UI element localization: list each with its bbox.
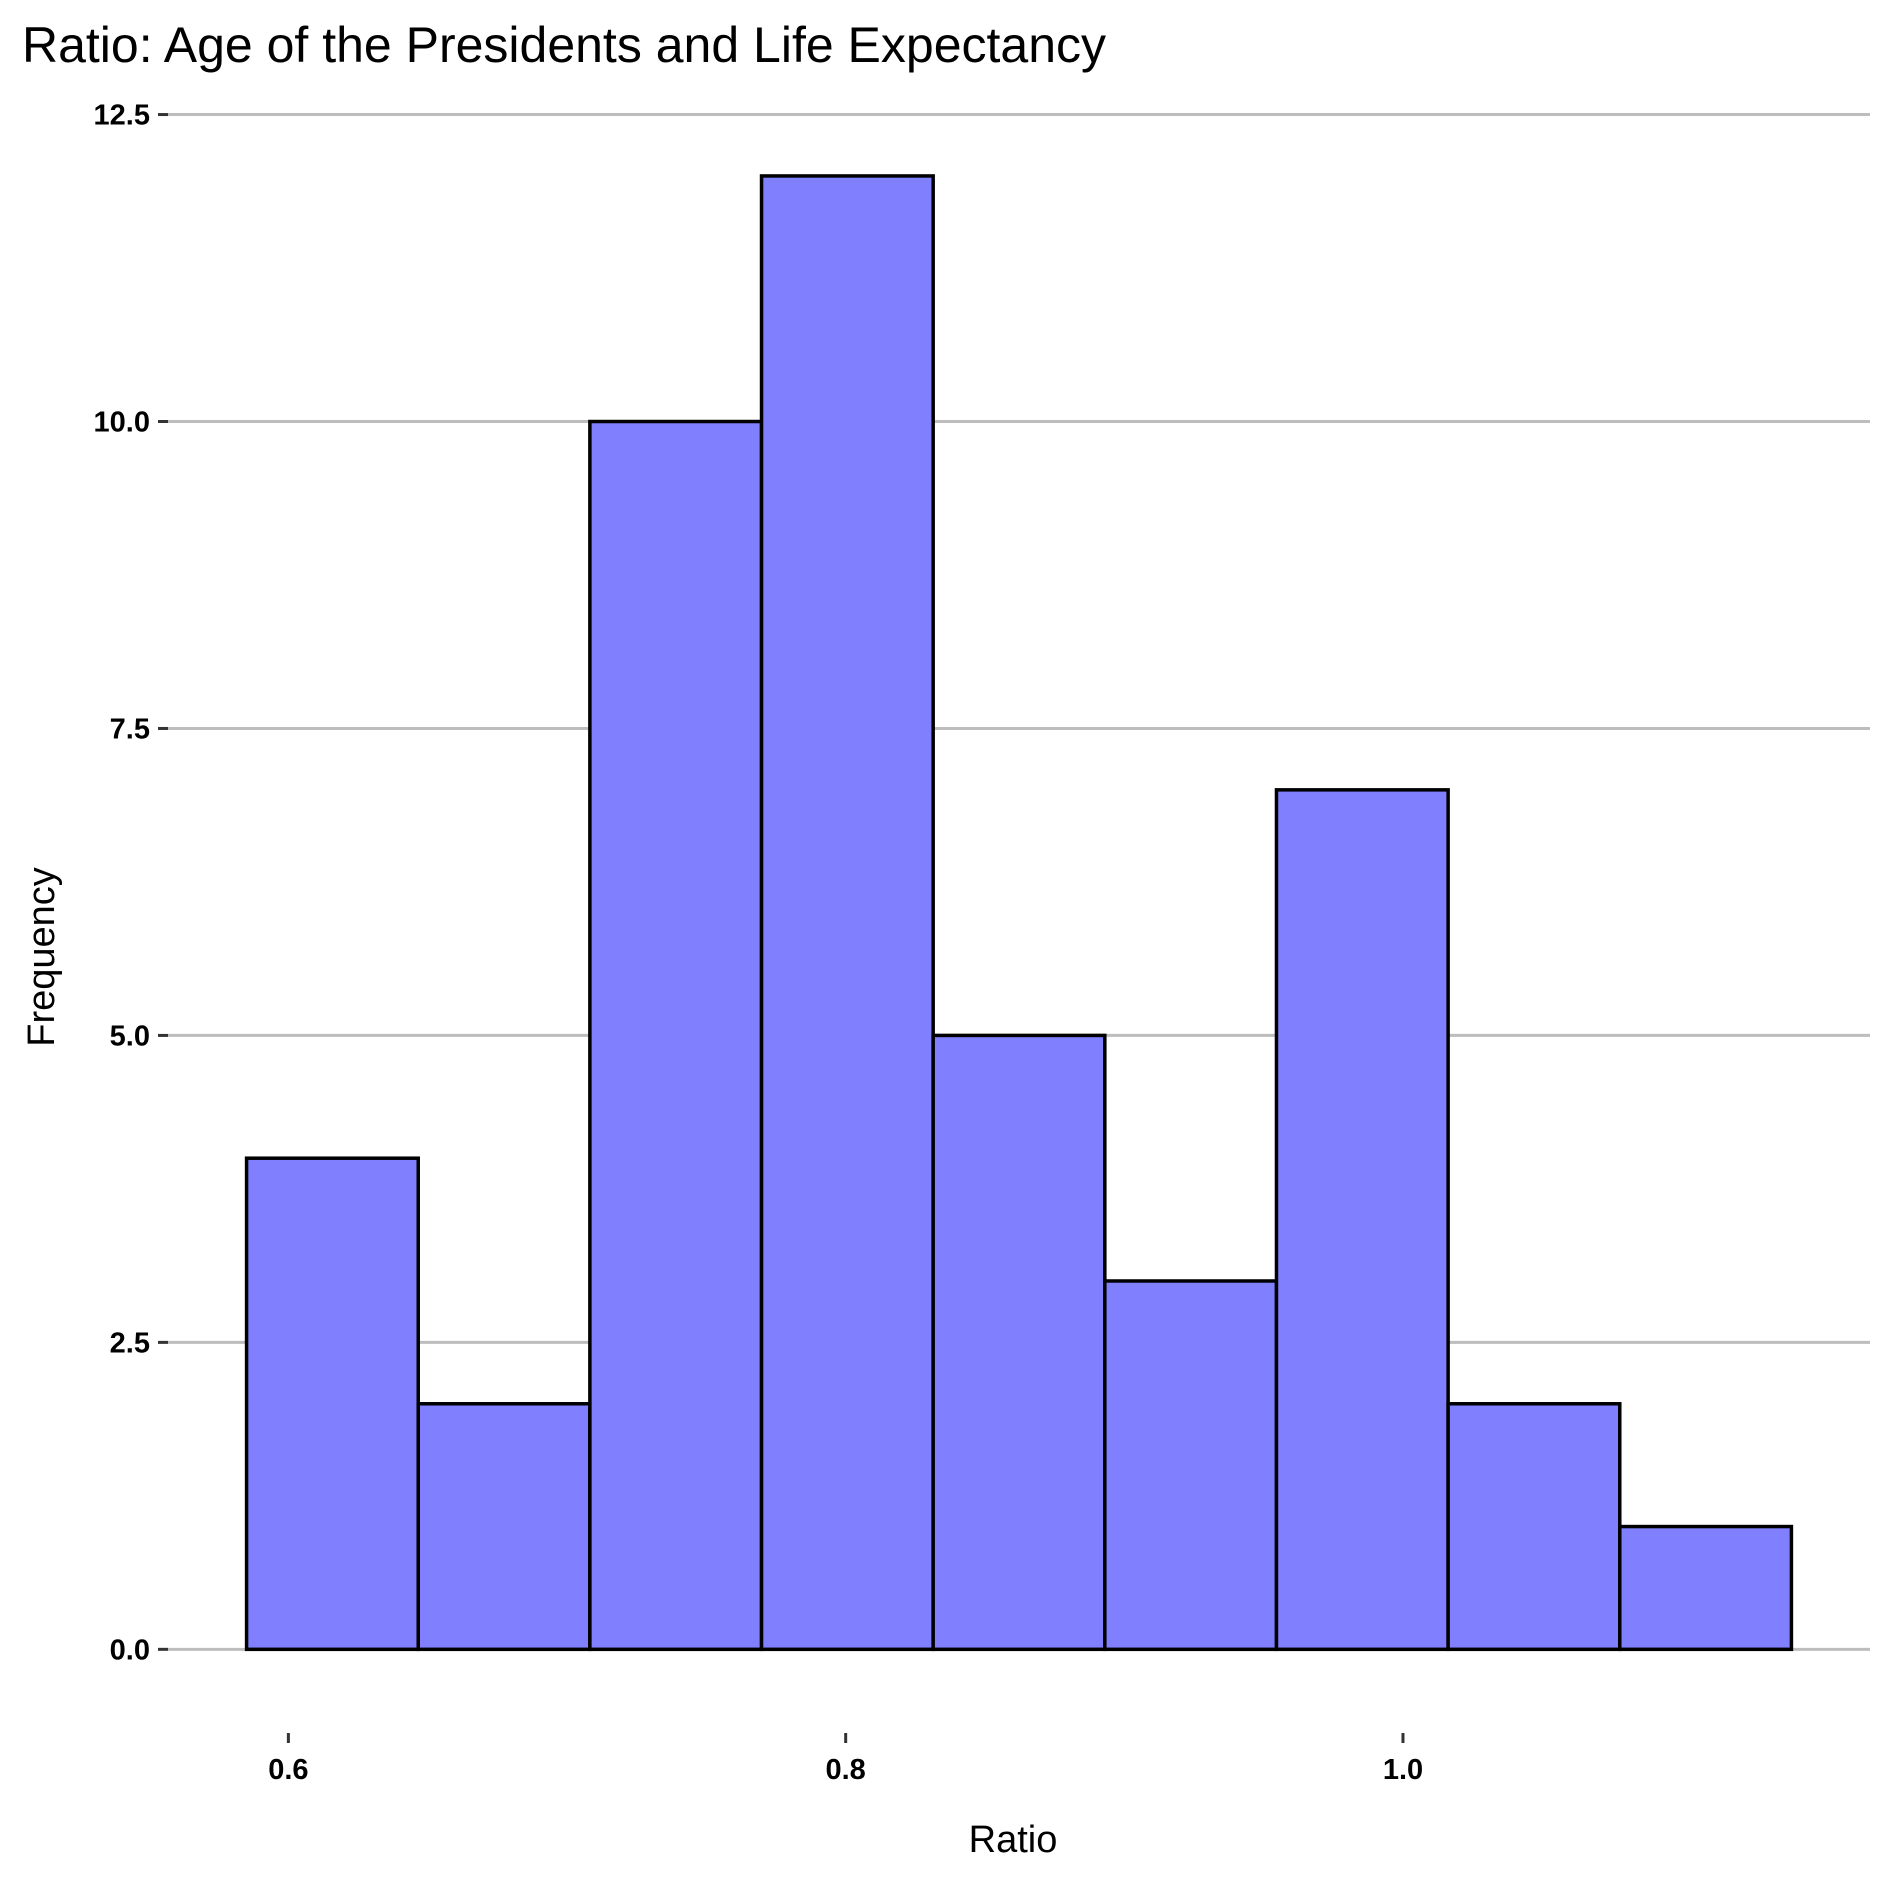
y-tick-label: 10.0 (94, 407, 150, 439)
histogram-bar (1446, 1402, 1622, 1652)
y-tick-label: 0.0 (110, 1634, 150, 1666)
x-tick-label: 1.0 (1383, 1754, 1423, 1786)
x-tick-label: 0.8 (826, 1754, 866, 1786)
y-tick-label: 5.0 (110, 1020, 150, 1052)
y-tick-label: 12.5 (94, 100, 150, 132)
histogram-bar (1274, 788, 1450, 1652)
histogram-bar (931, 1033, 1107, 1652)
x-axis-title: Ratio (969, 1819, 1058, 1861)
x-axis: 0.6 0.8 1.0 (268, 1733, 1423, 1786)
y-tick-label: 2.5 (110, 1327, 150, 1359)
histogram-bar (759, 174, 935, 1652)
y-tick-label: 7.5 (110, 713, 150, 745)
x-tick-label: 0.6 (268, 1754, 308, 1786)
histogram-bar (244, 1156, 420, 1652)
histogram-bar (1618, 1524, 1794, 1652)
histogram-bar (588, 419, 764, 1652)
histogram-bar (416, 1402, 592, 1652)
chart-title: Ratio: Age of the Presidents and Life Ex… (22, 17, 1106, 73)
bars (244, 174, 1794, 1652)
y-axis-title: Frequency (21, 867, 63, 1047)
histogram-bar (1103, 1279, 1279, 1652)
y-axis: 0.0 2.5 5.0 7.5 10.0 12.5 (94, 100, 168, 1666)
